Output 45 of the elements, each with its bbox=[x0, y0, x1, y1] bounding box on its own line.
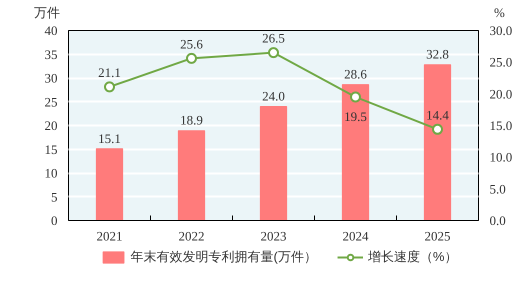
x-tick-label: 2025 bbox=[424, 228, 450, 244]
y2-tick-label: 30.0 bbox=[490, 23, 512, 38]
y-tick-label: 10 bbox=[44, 166, 58, 180]
bar bbox=[260, 106, 288, 220]
data-label: 28.6 bbox=[344, 66, 368, 82]
y-tick-label: 25 bbox=[44, 94, 58, 110]
x-tick-label: 2022 bbox=[178, 228, 204, 244]
data-label: 32.8 bbox=[426, 46, 449, 62]
point bbox=[104, 81, 115, 92]
bar bbox=[424, 64, 452, 220]
data-label: 15.1 bbox=[98, 130, 121, 146]
legend-label: 增长速度（%） bbox=[368, 248, 458, 266]
y-axis-title: 万件 bbox=[34, 4, 60, 22]
y2-axis-title: % bbox=[494, 4, 505, 22]
y-tick-label: 30 bbox=[44, 70, 58, 86]
y-tick-label: 35 bbox=[44, 46, 58, 62]
x-tick-label: 2021 bbox=[96, 228, 122, 244]
y2-tick-label: 10.0 bbox=[490, 150, 512, 165]
y2-tick-label: 15.0 bbox=[490, 118, 512, 133]
y-tick-label: 15 bbox=[44, 142, 58, 157]
bar bbox=[96, 148, 124, 220]
y2-tick-label: 25.0 bbox=[490, 54, 512, 70]
data-label: 24.0 bbox=[262, 88, 285, 104]
y-tick-label: 20 bbox=[44, 118, 58, 133]
data-label: 21.1 bbox=[98, 64, 121, 80]
point bbox=[186, 52, 197, 64]
bar bbox=[342, 84, 370, 220]
data-label: 19.5 bbox=[344, 109, 367, 124]
y2-tick-label: 5.0 bbox=[490, 181, 506, 196]
x-tick-label: 2023 bbox=[260, 228, 286, 244]
point bbox=[432, 124, 443, 135]
x-tick-label: 2024 bbox=[342, 228, 369, 244]
point bbox=[268, 47, 279, 58]
y2-tick-label: 0.0 bbox=[490, 213, 506, 228]
legend-label: 年末有效发明专利拥有量(万件） bbox=[130, 248, 317, 266]
y-tick-label: 40 bbox=[44, 23, 58, 38]
y-tick-label: 5 bbox=[51, 189, 58, 204]
data-label: 25.6 bbox=[180, 36, 204, 52]
y-tick-label: 0 bbox=[51, 213, 58, 228]
bar bbox=[178, 130, 206, 220]
data-label: 18.9 bbox=[180, 112, 203, 128]
point bbox=[350, 92, 361, 102]
data-label: 14.4 bbox=[426, 107, 450, 122]
data-label: 26.5 bbox=[262, 30, 285, 46]
y2-tick-label: 20.0 bbox=[490, 86, 512, 102]
